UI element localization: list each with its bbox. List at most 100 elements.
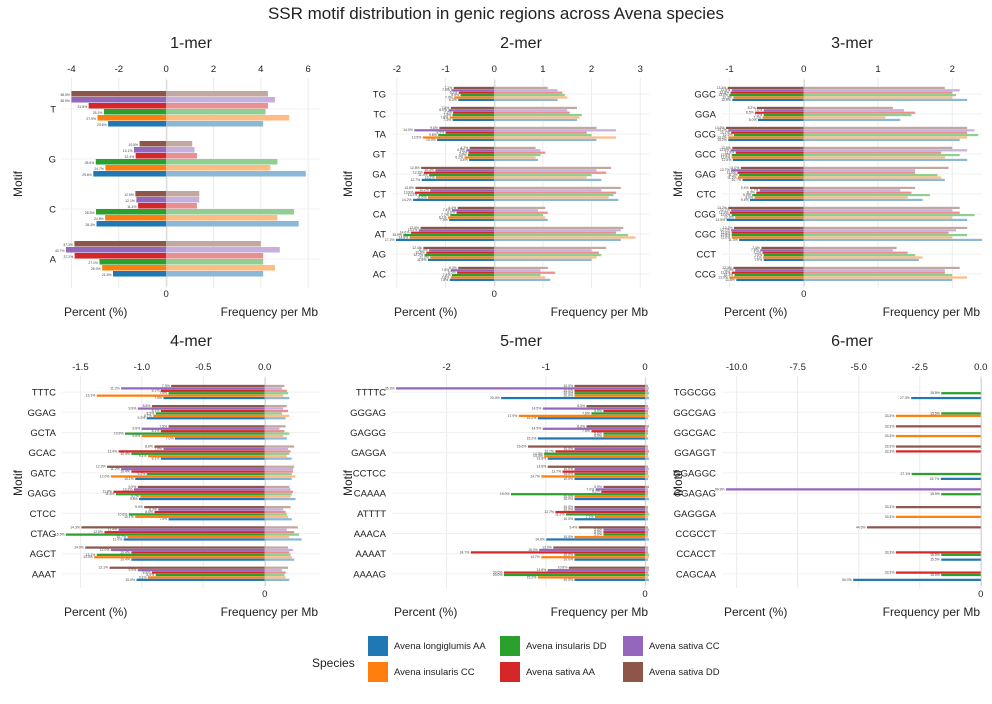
percent-bar <box>151 571 265 574</box>
percent-label: 33.3% <box>885 515 895 519</box>
percent-bar <box>911 472 981 476</box>
percent-label: 10.0% <box>563 517 573 521</box>
percent-label: 7.6% <box>582 429 590 433</box>
percent-bar <box>542 427 646 430</box>
percent-label: 5.9% <box>451 93 459 97</box>
percent-label: 12.3% <box>722 95 732 99</box>
percent-label: 12.0% <box>724 268 734 272</box>
percent-label: 13.6% <box>715 126 725 130</box>
percent-bar <box>940 477 981 480</box>
x-tick-label: -1.5 <box>72 362 88 373</box>
frequency-bar <box>803 214 975 217</box>
category-label: A <box>50 255 57 266</box>
frequency-bar <box>166 253 264 259</box>
percent-bar <box>414 191 495 194</box>
percent-label: 8.1% <box>152 389 160 393</box>
frequency-bar <box>645 412 649 415</box>
frequency-bar <box>264 465 295 468</box>
percent-bar <box>941 558 981 561</box>
percent-label: 6.6% <box>447 211 455 215</box>
panel-title: 1-mer <box>170 35 212 52</box>
frequency-bar <box>494 156 536 159</box>
category-label: G <box>49 155 56 166</box>
percent-bar <box>123 538 265 541</box>
percent-label: 8.5% <box>147 411 155 415</box>
percent-label: 8.1% <box>439 215 447 219</box>
x-tick-label: -1.0 <box>134 362 150 373</box>
frequency-bar <box>264 417 286 420</box>
frequency-bar <box>803 118 901 122</box>
right-axis-label: Frequency per Mb <box>551 305 649 319</box>
frequency-bar <box>645 394 649 397</box>
frequency-bar <box>264 434 284 438</box>
frequency-bar <box>264 510 286 514</box>
frequency-bar <box>645 485 650 489</box>
frequency-bar <box>803 209 953 212</box>
percent-bar <box>414 129 495 132</box>
percent-bar <box>574 578 646 581</box>
frequency-bar <box>264 513 287 516</box>
percent-bar <box>107 465 265 468</box>
percent-bar <box>731 229 804 232</box>
frequency-bar <box>264 485 290 489</box>
percent-bar <box>546 538 646 541</box>
frequency-bar <box>264 556 292 559</box>
frequency-bar <box>803 278 953 282</box>
zero-line <box>264 378 266 586</box>
percent-bar <box>603 434 646 438</box>
percent-label: 7.7% <box>441 213 449 217</box>
percent-bar <box>547 465 646 468</box>
frequency-bar <box>494 269 541 272</box>
percent-label: 7.9% <box>154 396 162 400</box>
percent-bar <box>451 274 495 277</box>
frequency-bar <box>264 384 285 388</box>
percent-bar <box>403 234 495 237</box>
frequency-bar <box>803 276 968 279</box>
frequency-bar <box>803 154 960 157</box>
left-axis-label: Percent (%) <box>724 605 787 619</box>
percent-bar <box>133 147 167 153</box>
category-label: CTCC <box>30 509 57 520</box>
percent-bar <box>469 158 495 162</box>
percent-label: 7.3% <box>162 384 170 388</box>
percent-bar <box>555 450 646 453</box>
percent-label: 4.4% <box>460 158 468 162</box>
frequency-bar <box>494 238 621 242</box>
percent-label: 7.4% <box>443 273 451 277</box>
frequency-bar <box>166 97 276 103</box>
zero-tick-label: 0 <box>163 289 168 300</box>
frequency-bar <box>494 126 597 130</box>
percent-label: 12.6% <box>721 235 731 239</box>
percent-bar <box>467 154 495 157</box>
percent-bar <box>895 445 981 448</box>
percent-bar <box>731 89 804 92</box>
percent-label: 15.5% <box>930 573 940 577</box>
percent-label: 7.0% <box>754 113 762 117</box>
frequency-bar <box>166 121 264 127</box>
percent-bar <box>396 238 495 242</box>
percent-label: 13.1% <box>86 553 96 557</box>
percent-label: 11.6% <box>727 171 736 175</box>
percent-label: 12.3% <box>722 266 732 270</box>
percent-bar <box>127 535 265 539</box>
category-label: TC <box>373 110 386 121</box>
percent-bar <box>727 86 804 90</box>
percent-label: 8.0% <box>749 118 757 122</box>
percent-label: 14.7% <box>530 474 540 478</box>
frequency-bar <box>645 472 649 476</box>
percent-label: 13.3% <box>83 555 93 559</box>
percent-label: 12.7% <box>720 131 730 135</box>
percent-bar <box>553 546 646 549</box>
category-label: AAACA <box>354 529 387 540</box>
frequency-bar <box>264 392 289 395</box>
percent-label: 13.5% <box>715 218 725 222</box>
frequency-bar <box>264 526 298 529</box>
frequency-bar <box>803 171 916 174</box>
frequency-bar <box>494 118 577 122</box>
frequency-bar <box>803 131 968 134</box>
category-label: CA <box>373 210 387 221</box>
percent-label: 5.9% <box>594 533 602 537</box>
category-label: AC <box>373 270 386 281</box>
percent-bar <box>730 149 804 152</box>
frequency-bar <box>645 528 650 531</box>
